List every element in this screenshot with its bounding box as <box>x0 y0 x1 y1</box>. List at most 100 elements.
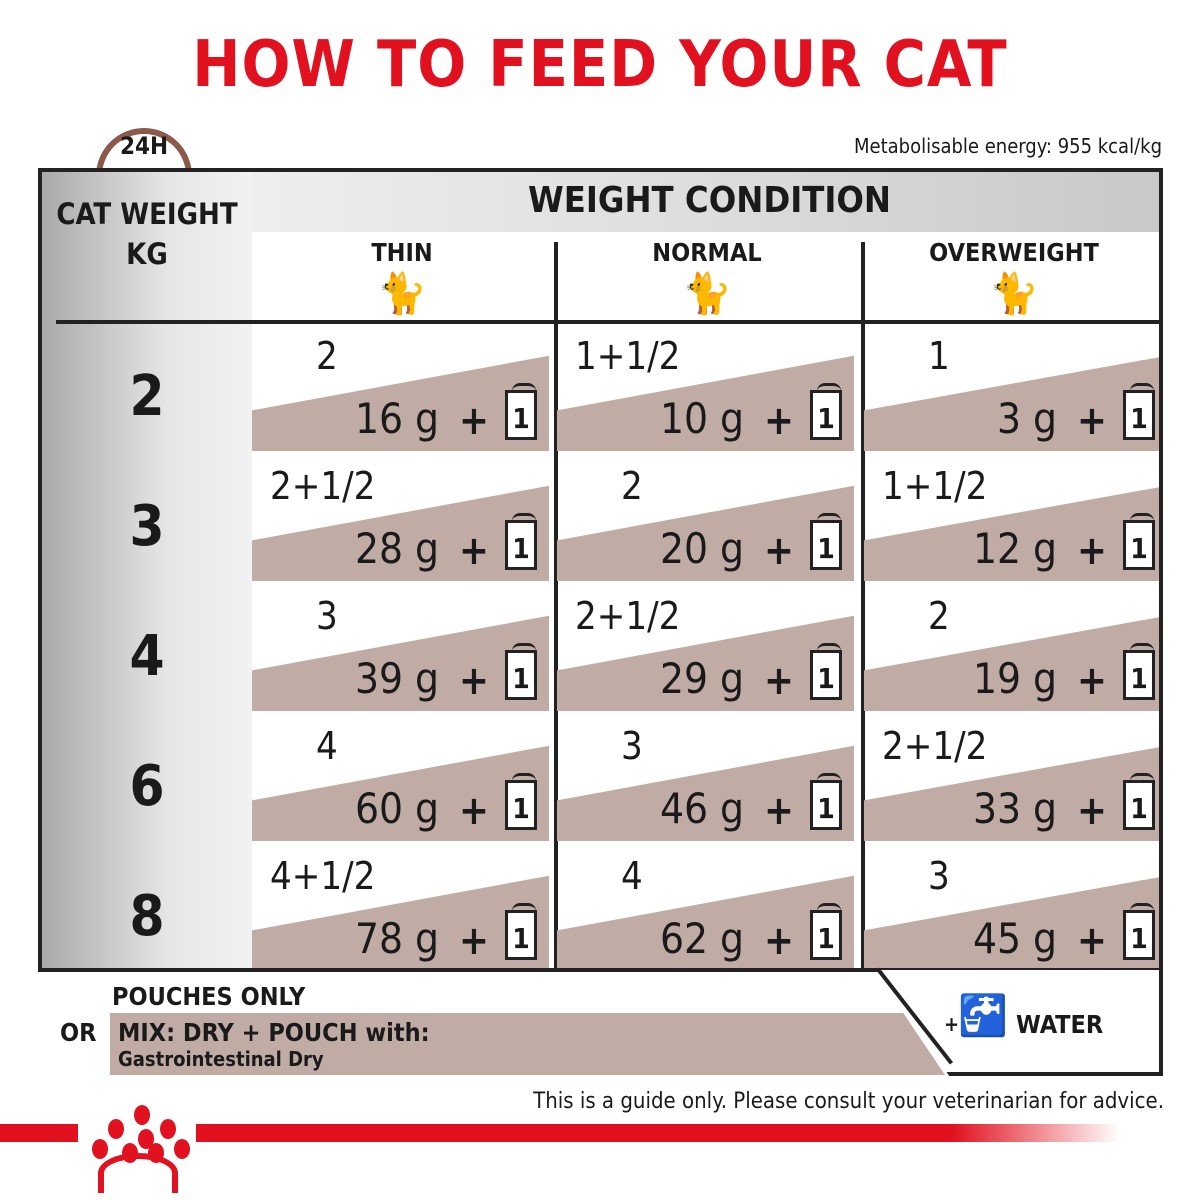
pouches-only-label: POUCHES ONLY <box>112 982 306 1011</box>
mix-band <box>110 1013 945 1075</box>
royal-canin-crown-logo <box>78 1095 196 1193</box>
pouch-icon: 1 <box>1123 643 1155 700</box>
plus-sign: + <box>763 658 794 704</box>
water-label: WATER <box>1016 1010 1104 1039</box>
pouch-icon: 1 <box>1123 383 1155 440</box>
pouch-icon: 1 <box>810 383 842 440</box>
crown-arc <box>98 1153 178 1193</box>
mix-product: Gastrointestinal Dry <box>118 1047 324 1071</box>
grams-amount: 29 g <box>659 654 744 703</box>
grams-amount: 60 g <box>354 784 439 833</box>
dry-amount: 4 <box>316 724 338 768</box>
feeding-cell: 2 20 g +1 <box>557 454 854 584</box>
grams-amount: 3 g <box>996 394 1057 443</box>
crown-dot <box>134 1105 150 1125</box>
cat-weight-header: CAT WEIGHT KG <box>56 197 238 271</box>
pouch-icon: 1 <box>810 773 842 830</box>
water-plus: + <box>944 1012 960 1036</box>
dry-amount: 4 <box>621 854 643 898</box>
plus-sign: + <box>763 528 794 574</box>
feeding-cell: 1+1/2 10 g +1 <box>557 324 854 454</box>
feeding-cell: 2+1/2 29 g +1 <box>557 584 854 714</box>
plus-sign: + <box>1076 658 1107 704</box>
plus-sign: + <box>763 398 794 444</box>
crown-dot <box>174 1139 190 1159</box>
grams-amount: 33 g <box>972 784 1057 833</box>
weight-kg-4: 4 <box>129 624 165 689</box>
feeding-cell: 4+1/2 78 g +1 <box>252 844 549 968</box>
feeding-cell: 1+1/2 12 g +1 <box>864 454 1159 584</box>
mix-label: MIX: DRY + POUCH with: <box>118 1018 430 1047</box>
column-divider <box>554 242 558 968</box>
grams-amount: 62 g <box>659 914 744 963</box>
header-divider <box>56 320 1159 324</box>
weight-kg-2: 2 <box>129 364 165 429</box>
feeding-cell: 3 46 g +1 <box>557 714 854 844</box>
grams-amount: 78 g <box>354 914 439 963</box>
cat-icon: 🐈 <box>377 271 427 317</box>
grams-amount: 39 g <box>354 654 439 703</box>
feeding-cell: 1 3 g +1 <box>864 324 1159 454</box>
plus-sign: + <box>1076 398 1107 444</box>
pouch-icon: 1 <box>505 643 537 700</box>
pouch-icon: 1 <box>810 513 842 570</box>
grams-amount: 12 g <box>972 524 1057 573</box>
pouch-icon: 1 <box>505 773 537 830</box>
page-title: HOW TO FEED YOUR CAT <box>192 28 1008 102</box>
dry-amount: 1+1/2 <box>882 464 988 508</box>
pouch-icon: 1 <box>1123 773 1155 830</box>
feeding-cell: 2+1/2 33 g +1 <box>864 714 1159 844</box>
crown-dot <box>92 1139 108 1159</box>
feeding-cell: 4 60 g +1 <box>252 714 549 844</box>
water-tap-icon: 🚰 <box>958 993 1008 1039</box>
subheader-bg <box>252 232 1159 320</box>
weight-condition-header: WEIGHT CONDITION <box>527 180 892 221</box>
dry-amount: 3 <box>621 724 643 768</box>
plus-sign: + <box>1076 528 1107 574</box>
clock-label: 24H <box>119 132 169 160</box>
pouch-icon: 1 <box>505 383 537 440</box>
feeding-cell: 3 45 g +1 <box>864 844 1159 968</box>
weight-kg-8: 8 <box>129 884 165 949</box>
grams-amount: 10 g <box>659 394 744 443</box>
feeding-cell: 2 16 g +1 <box>252 324 549 454</box>
metabolisable-energy: Metabolisable energy: 955 kcal/kg <box>853 134 1162 158</box>
plus-sign: + <box>1076 788 1107 834</box>
dry-amount: 2 <box>928 594 950 638</box>
crown-dot <box>108 1119 124 1139</box>
cat-icon: 🐈 <box>682 271 732 317</box>
column-divider <box>861 242 865 968</box>
dry-amount: 2 <box>316 334 338 378</box>
weight-kg-3: 3 <box>129 494 165 559</box>
grams-amount: 20 g <box>659 524 744 573</box>
plus-sign: + <box>458 788 489 834</box>
pouch-icon: 1 <box>505 513 537 570</box>
dry-amount: 1+1/2 <box>575 334 681 378</box>
pouch-icon: 1 <box>505 903 537 960</box>
dry-amount: 2+1/2 <box>575 594 681 638</box>
pouch-icon: 1 <box>810 643 842 700</box>
pouch-icon: 1 <box>810 903 842 960</box>
grams-amount: 45 g <box>972 914 1057 963</box>
feeding-cell: 4 62 g +1 <box>557 844 854 968</box>
weight-condition-band <box>252 172 1159 232</box>
crown-dot <box>138 1129 154 1149</box>
plus-sign: + <box>458 398 489 444</box>
dry-amount: 2 <box>621 464 643 508</box>
dry-amount: 1 <box>928 334 950 378</box>
plus-sign: + <box>458 528 489 574</box>
column-header-overweight: OVERWEIGHT <box>929 238 1099 267</box>
plus-sign: + <box>763 918 794 964</box>
dry-amount: 4+1/2 <box>270 854 376 898</box>
dry-amount: 3 <box>928 854 950 898</box>
feeding-cell: 2+1/2 28 g +1 <box>252 454 549 584</box>
crown-dot <box>160 1119 176 1139</box>
plus-sign: + <box>458 918 489 964</box>
dry-amount: 3 <box>316 594 338 638</box>
grams-amount: 28 g <box>354 524 439 573</box>
cat-icon: 🐈 <box>989 271 1039 317</box>
weight-kg-6: 6 <box>129 754 165 819</box>
column-header-thin: THIN <box>371 238 433 267</box>
dry-amount: 2+1/2 <box>270 464 376 508</box>
feeding-cell: 2 19 g +1 <box>864 584 1159 714</box>
